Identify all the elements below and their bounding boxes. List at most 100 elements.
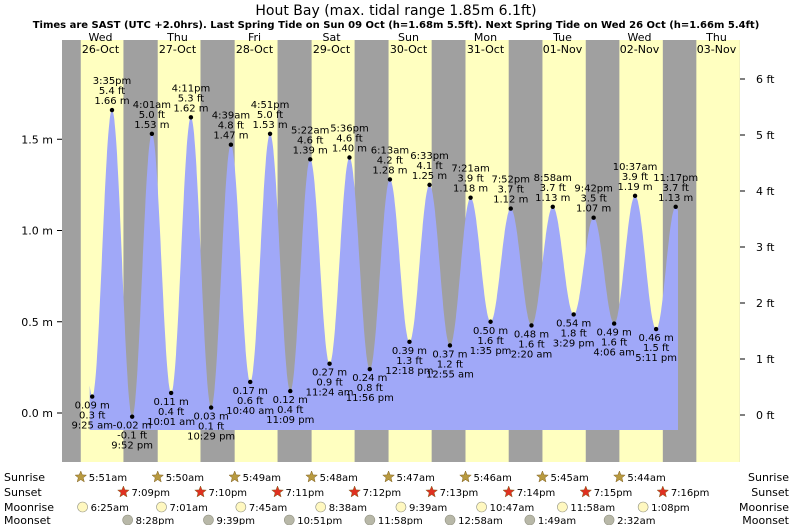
- tide-time: 9:42pm: [574, 184, 613, 195]
- chart-subtitle: Times are SAST (UTC +2.0hrs). Last Sprin…: [33, 20, 760, 31]
- tide-time: 11:56 pm: [346, 393, 394, 404]
- sunrise-icon: [536, 470, 549, 483]
- right-tick-label: 2 ft: [756, 297, 775, 310]
- tide-ft: 1.6 ft: [601, 338, 627, 349]
- tide-time: 7:21am: [451, 164, 489, 175]
- sunrise-icon: [151, 470, 165, 483]
- moonrise-icon: [77, 501, 88, 513]
- day-date: 03-Nov: [697, 43, 737, 56]
- tide-time: 9:25 am: [71, 421, 113, 432]
- tide-point: [109, 107, 115, 113]
- day-headers: Wed26-OctThu27-OctFri28-OctSat29-OctSun3…: [82, 31, 737, 56]
- tide-ft: 0.9 ft: [316, 378, 342, 389]
- tide-time: 9:52 pm: [111, 441, 153, 452]
- moonrise-row-label: Moonrise: [4, 501, 54, 514]
- moonrise-time: 11:58am: [570, 503, 615, 514]
- tide-m: 0.09 m: [75, 401, 110, 412]
- moonrise-icon: [395, 501, 407, 513]
- sunrise-icon: [382, 470, 395, 483]
- moonrise-icon: [637, 501, 649, 513]
- tide-m: 0.27 m: [312, 368, 347, 379]
- tide-time: 10:37am: [613, 162, 658, 173]
- tide-m: 1.53 m: [252, 120, 287, 131]
- tide-ft: 1.6 ft: [518, 339, 544, 350]
- sunset-icon: [194, 485, 207, 498]
- tide-m: 0.24 m: [352, 373, 387, 384]
- tide-m: 0.48 m: [514, 329, 549, 340]
- sunrise-icon: [228, 470, 242, 483]
- sunrise-icon: [305, 470, 318, 483]
- tide-point: [248, 379, 253, 385]
- tide-point: [149, 131, 155, 136]
- sun-moon-rows: Sunrise Sunrise 5:51am 5:50am 5:49am 5:48am 5:…: [4, 470, 790, 525]
- sunset-row-label: Sunset: [4, 486, 42, 499]
- daylight-band: [696, 40, 740, 462]
- tide-ft: 1.6 ft: [477, 336, 503, 347]
- sunrise-time: 5:51am: [89, 473, 127, 484]
- tide-point: [529, 323, 534, 328]
- tide-m: 1.25 m: [412, 171, 447, 182]
- tide-time: 10:01 am: [147, 417, 195, 428]
- day-date: 01-Nov: [543, 43, 583, 56]
- tide-ft: 3.7 ft: [663, 183, 689, 194]
- sunrise-row-label-right: Sunrise: [748, 471, 789, 484]
- left-tick-label: 0.5 m: [21, 316, 53, 329]
- tide-point: [188, 115, 194, 120]
- tide-m: 0.46 m: [639, 333, 674, 344]
- tide-point: [288, 388, 293, 394]
- tide-ft: 0.6 ft: [237, 396, 263, 407]
- tide-m: 1.47 m: [213, 131, 248, 142]
- tide-time: 11:17pm: [653, 173, 698, 184]
- moonset-time: 10:51pm: [297, 516, 342, 525]
- sunrise-icon: [74, 470, 88, 483]
- tide-ft: 5.0 ft: [139, 110, 165, 121]
- sunrise-row-label: Sunrise: [4, 471, 45, 484]
- tide-point: [632, 193, 638, 199]
- sunrise-time: 5:47am: [397, 473, 435, 484]
- moonset-time: 9:39pm: [216, 516, 255, 525]
- tide-ft: 0.4 ft: [158, 407, 184, 418]
- tide-m: 0.54 m: [556, 318, 591, 329]
- tide-m: 0.50 m: [473, 326, 508, 337]
- tide-time: 12:55 am: [426, 369, 474, 380]
- tide-time: 4:01am: [133, 100, 171, 111]
- day-name: Mon: [474, 31, 497, 44]
- day-date: 02-Nov: [620, 43, 660, 56]
- sunset-time: 7:13pm: [440, 488, 479, 499]
- sunrise-icon: [459, 470, 472, 483]
- tide-point: [591, 215, 596, 220]
- tide-m: 0.12 m: [273, 395, 308, 406]
- tide-time: 5:22am: [291, 125, 329, 136]
- day-date: 26-Oct: [82, 43, 120, 56]
- day-date: 27-Oct: [159, 43, 197, 56]
- tide-time: 1:35 pm: [470, 346, 512, 357]
- tide-point: [508, 206, 513, 211]
- moonset-icon: [203, 514, 214, 525]
- tide-m: 1.19 m: [617, 182, 652, 193]
- moonrise-icon: [476, 501, 487, 513]
- day-name: Fri: [248, 31, 261, 44]
- sunset-time: 7:11pm: [286, 488, 325, 499]
- right-tick-label: 1 ft: [756, 353, 775, 366]
- tide-time: 4:51pm: [251, 100, 290, 111]
- moonset-row-label: Moonset: [4, 514, 51, 525]
- moonset-time: 1:49am: [538, 516, 576, 525]
- tide-m: 0.49 m: [597, 328, 632, 339]
- tide-point: [611, 321, 617, 326]
- day-name: Thu: [166, 31, 188, 44]
- moonrise-time: 10:47am: [490, 503, 535, 514]
- tide-ft: 0.1 ft: [198, 422, 224, 433]
- tide-ft: 3.9 ft: [457, 174, 483, 185]
- sunset-time: 7:09pm: [131, 488, 170, 499]
- moonrise-icon: [315, 501, 326, 513]
- tide-m: 0.39 m: [392, 346, 427, 357]
- tide-point: [327, 361, 332, 366]
- tide-ft: 4.2 ft: [377, 155, 403, 166]
- tide-ft: 4.6 ft: [336, 134, 362, 145]
- tide-point: [427, 182, 432, 188]
- tide-time: 11:09 pm: [266, 415, 314, 426]
- tide-m: 1.39 m: [293, 145, 328, 156]
- tide-point: [653, 326, 659, 332]
- tide-m: 1.40 m: [332, 144, 367, 155]
- tide-time: 5:36pm: [330, 124, 369, 135]
